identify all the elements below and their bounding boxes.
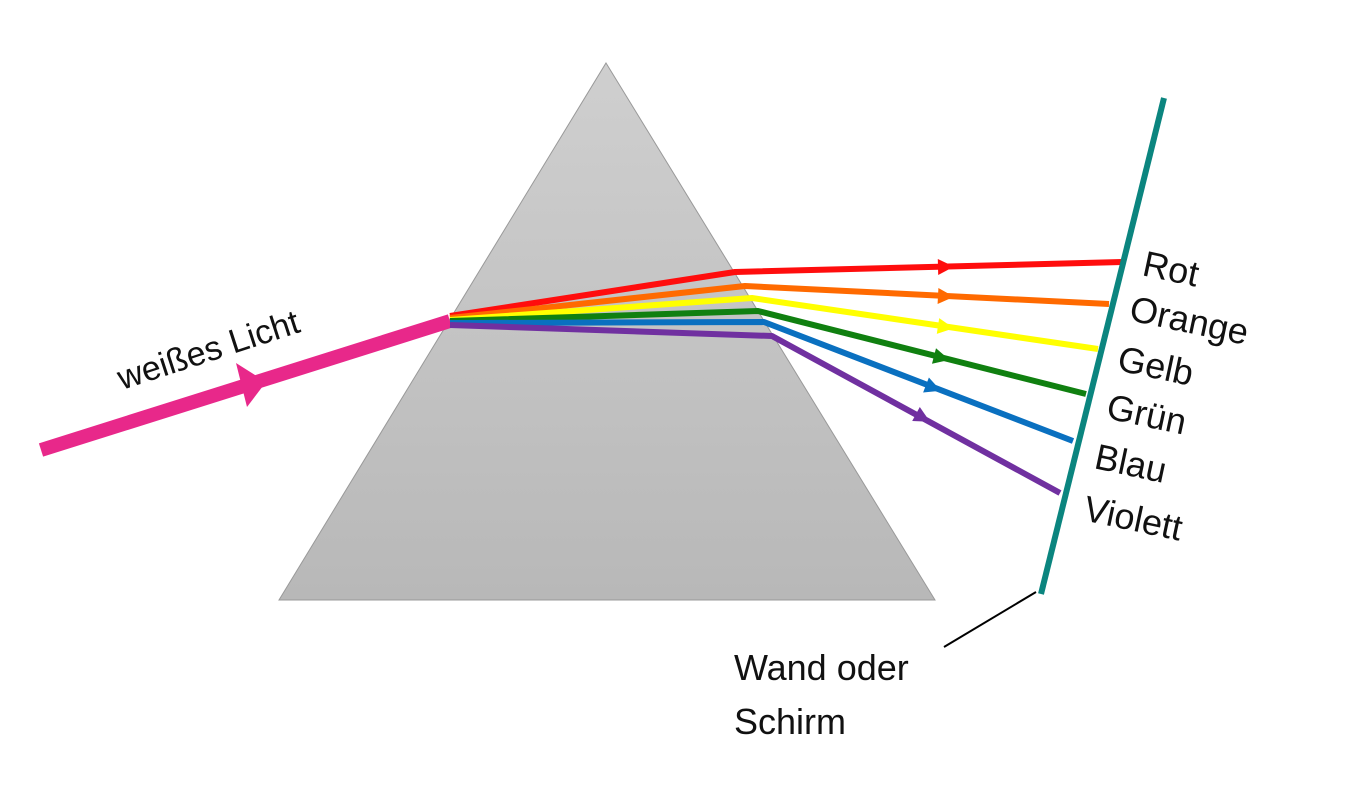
ray-green-arrowhead <box>932 348 950 364</box>
incoming-beam-label: weißes Licht <box>112 303 305 398</box>
ray-blue-arrowhead <box>923 377 941 393</box>
ray-orange <box>449 283 1110 321</box>
color-label-violet: Violett <box>1080 488 1186 549</box>
spectrum-rays <box>449 259 1123 496</box>
incoming-beam-arrowhead <box>236 363 266 407</box>
ray-red <box>449 259 1123 319</box>
ray-red-arrowhead <box>937 259 954 275</box>
color-label-red: Rot <box>1139 243 1202 295</box>
ray-orange-arrowhead <box>937 288 954 304</box>
ray-blue <box>449 319 1075 444</box>
color-label-yellow: Gelb <box>1114 338 1197 394</box>
screen-label-line2: Schirm <box>734 701 846 742</box>
ray-green <box>449 308 1087 397</box>
screen-leader-line <box>943 591 1037 648</box>
ray-yellow <box>449 295 1099 352</box>
ray-violet-arrowhead <box>912 407 930 422</box>
color-label-blue: Blau <box>1091 436 1170 491</box>
screen-wall <box>1038 97 1167 595</box>
screen-label-line1: Wand oder <box>734 647 909 688</box>
incoming-beam <box>38 314 453 457</box>
ray-yellow-arrowhead <box>936 318 954 334</box>
color-label-green: Grün <box>1103 386 1190 443</box>
ray-violet <box>449 322 1062 496</box>
